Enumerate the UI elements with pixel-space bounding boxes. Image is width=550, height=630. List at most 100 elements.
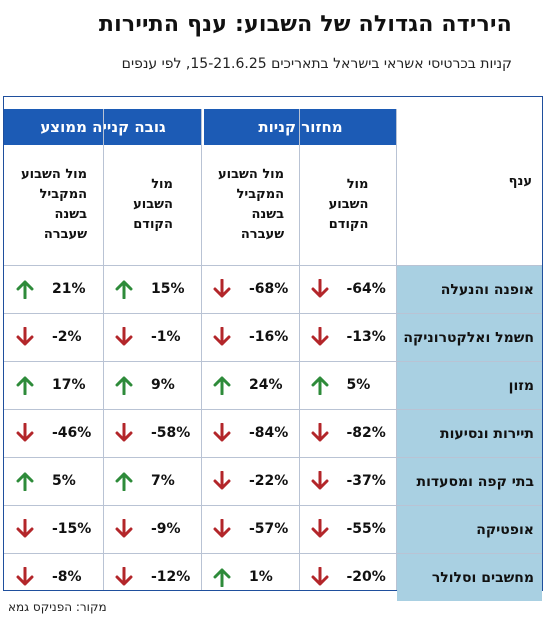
value-cell: -12% <box>104 553 202 601</box>
subheader-line: בשנה <box>54 207 88 222</box>
header-divider <box>4 265 542 266</box>
value-label: -46% <box>52 425 92 441</box>
category-label: תיירות ונסיעות <box>397 410 542 457</box>
category-column-header: ענף <box>508 173 532 189</box>
value-label: -15% <box>52 521 92 537</box>
subheader-avg-prev-week: מול השבוע הקודם <box>104 145 202 265</box>
subheader-line: בשנה <box>251 207 285 222</box>
value-label: 5% <box>346 377 371 393</box>
row-divider <box>4 409 542 410</box>
data-table: מחזור קניות גובה קנייה ממוצע ענף מול השבו… <box>3 96 543 601</box>
value-cell: -2% <box>4 313 104 361</box>
value-cell: -64% <box>300 265 397 313</box>
subheader-line: שעברה <box>240 227 285 242</box>
subheader-line: השבוע <box>328 197 369 212</box>
subheader-text: מול השבוע המקביל בשנה שעברה <box>21 165 87 245</box>
value-label: 24% <box>249 377 283 393</box>
value-cell: -9% <box>104 505 202 553</box>
arrow-up-icon <box>16 472 34 491</box>
chart-subtitle: קניות בכרטיסי אשראי בישראל בתאריכים 15-2… <box>121 56 512 72</box>
subheader-text: מול השבוע הקודם <box>133 175 173 235</box>
value-label: 5% <box>52 473 76 489</box>
subheader-line: מול השבוע <box>217 167 285 182</box>
value-label: -37% <box>346 473 386 489</box>
value-cell: 17% <box>4 361 104 409</box>
value-cell: -82% <box>300 409 397 457</box>
value-label: -55% <box>346 521 386 537</box>
arrow-down-icon <box>213 423 231 442</box>
value-cell: -57% <box>202 505 300 553</box>
arrow-down-icon <box>213 471 231 490</box>
category-label: אופנה והנעלה <box>397 266 542 313</box>
arrow-down-icon <box>311 327 328 346</box>
category-label: מחשבים וסלולר <box>397 554 542 601</box>
subheader-line: הקודם <box>328 217 369 232</box>
value-label: -16% <box>249 329 289 345</box>
value-cell: 5% <box>4 457 104 505</box>
arrow-down-icon <box>311 567 328 586</box>
arrow-up-icon <box>213 568 231 587</box>
value-label: -64% <box>346 281 386 297</box>
subheader-line: המקביל <box>39 187 88 202</box>
value-label: 9% <box>151 377 175 393</box>
value-label: -20% <box>346 569 386 585</box>
arrow-up-icon <box>16 376 34 395</box>
category-label: מזון <box>397 362 542 409</box>
value-cell: 15% <box>104 265 202 313</box>
column-divider <box>396 109 397 590</box>
value-cell: -55% <box>300 505 397 553</box>
arrow-up-icon <box>115 280 133 299</box>
value-label: -8% <box>52 569 82 585</box>
value-label: -9% <box>151 521 181 537</box>
value-cell: -8% <box>4 553 104 601</box>
value-cell: -1% <box>104 313 202 361</box>
value-cell: -15% <box>4 505 104 553</box>
value-label: -68% <box>249 281 289 297</box>
value-label: -13% <box>346 329 386 345</box>
source-note: מקור: הפניקס גמא <box>8 600 107 614</box>
value-label: -1% <box>151 329 181 345</box>
value-label: -82% <box>346 425 386 441</box>
arrow-down-icon <box>115 519 133 538</box>
value-label: -57% <box>249 521 289 537</box>
value-cell: -37% <box>300 457 397 505</box>
arrow-up-icon <box>115 376 133 395</box>
subheader-avg-last-year: מול השבוע המקביל בשנה שעברה <box>4 145 104 265</box>
arrow-down-icon <box>213 519 231 538</box>
value-label: -58% <box>151 425 191 441</box>
value-cell: 9% <box>104 361 202 409</box>
subheader-line: מול <box>346 177 369 192</box>
column-divider <box>201 109 202 590</box>
arrow-up-icon <box>213 376 231 395</box>
category-label: בתי קפה ומסעדות <box>397 458 542 505</box>
value-cell: 1% <box>202 553 300 601</box>
arrow-down-icon <box>16 519 34 538</box>
value-cell: -68% <box>202 265 300 313</box>
value-label: -2% <box>52 329 82 345</box>
subheader-text: מול השבוע המקביל בשנה שעברה <box>218 165 284 245</box>
value-cell: -84% <box>202 409 300 457</box>
subheader-text: מול השבוע הקודם <box>329 175 369 235</box>
arrow-down-icon <box>16 327 34 346</box>
row-divider <box>4 361 542 362</box>
value-cell: 24% <box>202 361 300 409</box>
column-divider <box>299 109 300 590</box>
arrow-down-icon <box>311 279 328 298</box>
group-header-purchase-volume: מחזור קניות <box>204 109 397 145</box>
arrow-down-icon <box>213 327 231 346</box>
subheader-volume-prev-week: מול השבוע הקודם <box>300 145 397 265</box>
category-label: אופטיקה <box>397 506 542 553</box>
value-cell: 7% <box>104 457 202 505</box>
value-label: -22% <box>249 473 289 489</box>
value-cell: -58% <box>104 409 202 457</box>
subheader-line: מול <box>151 177 173 192</box>
arrow-up-icon <box>16 280 34 299</box>
row-divider <box>4 313 542 314</box>
value-label: 15% <box>151 281 185 297</box>
chart-title: הירידה הגדולה של השבוע: ענף התיירות <box>98 12 512 37</box>
value-cell: -16% <box>202 313 300 361</box>
arrow-down-icon <box>311 519 328 538</box>
arrow-down-icon <box>16 567 34 586</box>
arrow-up-icon <box>311 376 328 395</box>
subheader-line: מול השבוע <box>20 167 88 182</box>
